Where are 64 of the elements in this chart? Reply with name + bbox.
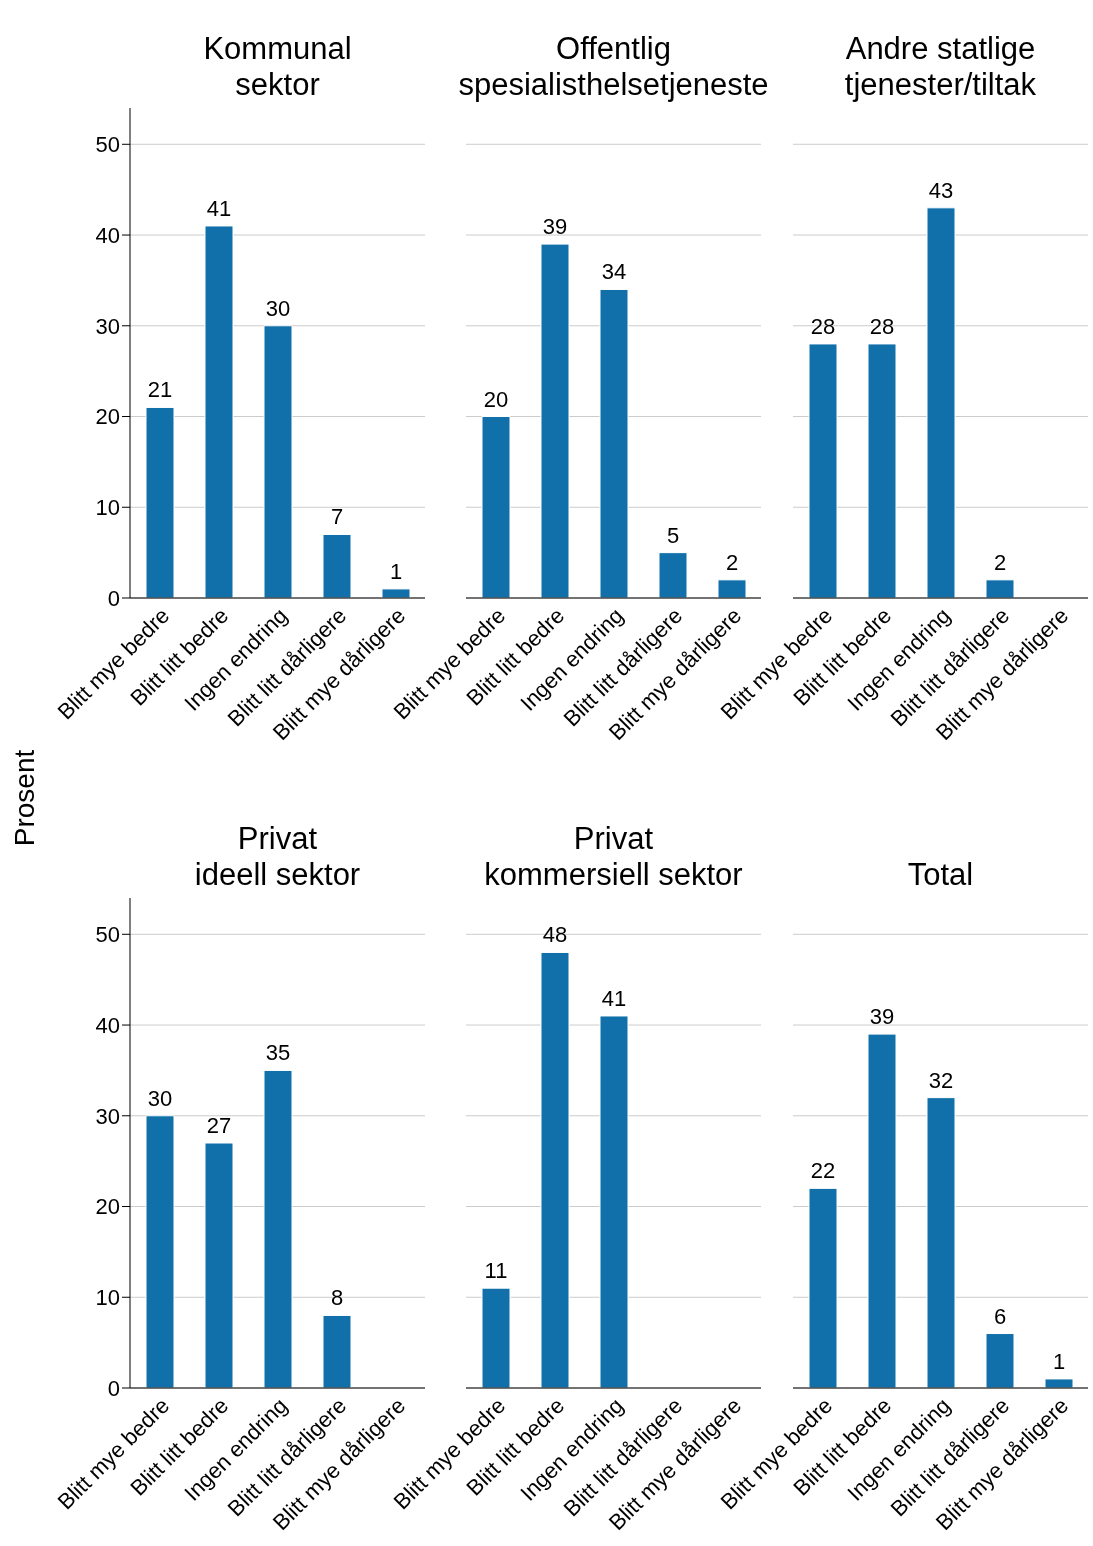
data-label: 41	[206, 195, 232, 221]
data-label: 28	[869, 313, 895, 339]
bar	[985, 1333, 1015, 1388]
chart-title: Privat kommersiell sektor	[484, 821, 743, 893]
bar	[717, 579, 747, 598]
bar	[145, 406, 175, 598]
bar	[263, 325, 293, 598]
y-axis-title: Prosent	[9, 749, 41, 847]
data-label: 30	[147, 1085, 173, 1111]
bar	[204, 1142, 234, 1388]
y-tick-label: 10	[95, 495, 120, 521]
y-tick-label: 20	[95, 1194, 120, 1220]
y-tick-label: 30	[95, 1103, 120, 1129]
bar	[263, 1069, 293, 1388]
bar	[322, 1314, 352, 1388]
y-tick-label: 0	[107, 1375, 120, 1401]
y-tick-label: 50	[95, 922, 120, 948]
y-tick-label: 20	[95, 404, 120, 430]
data-label: 1	[1052, 1348, 1066, 1374]
bar	[599, 288, 629, 598]
y-tick-label: 30	[95, 313, 120, 339]
data-label: 35	[265, 1040, 291, 1066]
data-label: 11	[484, 1258, 508, 1284]
chart-title: Total	[907, 857, 974, 893]
chart-title: Privat ideell sektor	[194, 821, 361, 893]
y-tick-label: 0	[107, 585, 120, 611]
data-label: 32	[928, 1067, 954, 1093]
bar	[926, 1097, 956, 1388]
y-tick-label: 40	[95, 222, 120, 248]
data-label: 43	[928, 177, 954, 203]
data-label: 20	[483, 386, 509, 412]
chart-title: Offentlig spesialisthelsetjeneste	[458, 31, 769, 103]
bar	[322, 533, 352, 598]
data-label: 39	[542, 214, 568, 240]
y-tick-label: 50	[95, 132, 120, 158]
data-label: 30	[265, 295, 291, 321]
bar	[658, 552, 688, 598]
data-label: 2	[725, 549, 739, 575]
data-label: 22	[810, 1158, 836, 1184]
chart-title: Andre statlige tjenester/tiltak	[844, 31, 1037, 103]
data-label: 48	[542, 922, 568, 948]
data-label: 8	[330, 1285, 344, 1311]
bar	[1044, 1378, 1074, 1388]
bar	[204, 225, 234, 598]
bar	[540, 243, 570, 598]
data-label: 1	[389, 558, 403, 584]
y-tick-label: 10	[95, 1285, 120, 1311]
data-label: 28	[810, 313, 836, 339]
data-label: 41	[601, 985, 627, 1011]
data-label: 7	[330, 504, 344, 530]
bar	[381, 588, 411, 598]
data-label: 34	[601, 259, 627, 285]
data-label: 5	[666, 522, 680, 548]
data-label: 39	[869, 1004, 895, 1030]
bar	[145, 1115, 175, 1388]
data-label: 21	[147, 377, 173, 403]
bar	[481, 416, 511, 598]
bar	[808, 1187, 838, 1388]
data-label: 27	[206, 1113, 232, 1138]
bar	[867, 1033, 897, 1388]
data-label: 2	[993, 549, 1007, 575]
y-tick-label: 40	[95, 1012, 120, 1038]
chart-title: Kommunal sektor	[203, 31, 352, 103]
data-label: 6	[993, 1303, 1007, 1329]
